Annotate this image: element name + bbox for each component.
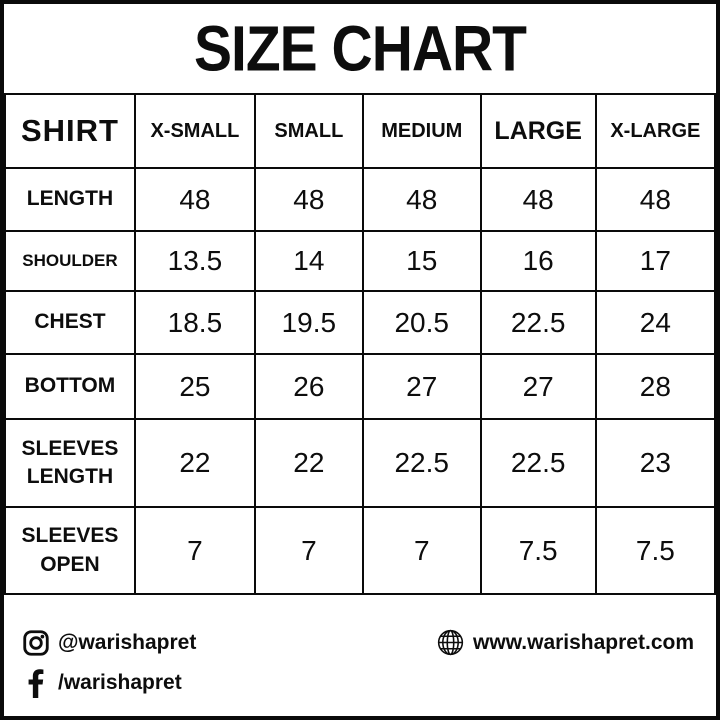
instagram-handle: @warishapret — [22, 629, 196, 656]
measurement-row: LENGTH 48 48 48 48 48 — [4, 167, 717, 232]
table-body: LENGTH 48 48 48 48 48 SHOULDER 13.5 14 15 16 17 CHES… — [4, 167, 717, 595]
measurement-row: BOTTOM 25 26 27 27 28 — [4, 353, 717, 420]
size-value-cell: 22 — [133, 418, 256, 508]
size-value-cell: 7 — [133, 506, 256, 595]
size-value-cell: 22.5 — [361, 418, 482, 508]
size-value-cell: 28 — [594, 353, 717, 420]
size-value-cell: 19.5 — [253, 290, 364, 355]
size-value-cell: 13.5 — [133, 230, 256, 292]
size-value-cell: 48 — [361, 167, 482, 232]
size-value-cell: 25 — [133, 353, 256, 420]
size-value-cell: 48 — [253, 167, 364, 232]
size-value-cell: 27 — [479, 353, 597, 420]
size-value-cell: 14 — [253, 230, 364, 292]
size-value-cell: 27 — [361, 353, 482, 420]
measurement-row: SLEEVES LENGTH 22 22 22.5 22.5 23 — [4, 418, 717, 508]
size-value-cell: 23 — [594, 418, 717, 508]
corner-header-cell: SHIRT — [4, 93, 136, 169]
row-label: SHOULDER — [4, 230, 136, 292]
title-bar: SIZE CHART — [4, 4, 716, 93]
size-value-cell: 22 — [253, 418, 364, 508]
size-value-cell: 7 — [253, 506, 364, 595]
facebook-handle: /warishapret — [22, 668, 182, 698]
size-value-cell: 16 — [479, 230, 597, 292]
footer-row-top: @warishapret www.warishapret.com — [22, 629, 694, 656]
facebook-handle-text: /warishapret — [58, 670, 182, 694]
size-value-cell: 22.5 — [479, 418, 597, 508]
size-value-cell: 26 — [253, 353, 364, 420]
row-label: SLEEVES OPEN — [4, 506, 136, 595]
table-header-row: SHIRT X-SMALL SMALL MEDIUM LARGE X-LARGE — [4, 93, 717, 169]
measurement-row: CHEST 18.5 19.5 20.5 22.5 24 — [4, 290, 717, 355]
size-value-cell: 7.5 — [479, 506, 597, 595]
size-value-cell: 22.5 — [479, 290, 597, 355]
page-title: SIZE CHART — [194, 12, 527, 85]
row-label: BOTTOM — [4, 353, 136, 420]
instagram-handle-text: @warishapret — [58, 630, 197, 654]
size-value-cell: 48 — [133, 167, 256, 232]
size-column-header: X-SMALL — [133, 93, 256, 169]
website-link: www.warishapret.com — [437, 629, 694, 656]
footer: @warishapret www.warishapret.com — [4, 595, 716, 716]
size-value-cell: 20.5 — [361, 290, 482, 355]
size-value-cell: 24 — [594, 290, 717, 355]
size-value-cell: 18.5 — [133, 290, 256, 355]
size-value-cell: 7 — [361, 506, 482, 595]
facebook-icon — [22, 668, 49, 698]
measurement-row: SHOULDER 13.5 14 15 16 17 — [4, 230, 717, 292]
size-value-cell: 48 — [594, 167, 717, 232]
measurement-row: SLEEVES OPEN 7 7 7 7.5 7.5 — [4, 506, 717, 595]
website-url: www.warishapret.com — [473, 630, 694, 654]
row-label: SLEEVES LENGTH — [4, 418, 136, 508]
row-label: CHEST — [4, 290, 136, 355]
size-column-header: MEDIUM — [361, 93, 482, 169]
footer-row-bottom: /warishapret — [22, 668, 694, 698]
size-table: SHIRT X-SMALL SMALL MEDIUM LARGE X-LARGE LENG… — [4, 93, 717, 595]
size-column-header: X-LARGE — [594, 93, 717, 169]
size-column-header: LARGE — [479, 93, 597, 169]
size-value-cell: 48 — [479, 167, 597, 232]
row-label: LENGTH — [4, 167, 136, 232]
size-value-cell: 17 — [594, 230, 717, 292]
instagram-icon — [22, 629, 49, 656]
size-value-cell: 7.5 — [594, 506, 717, 595]
size-value-cell: 15 — [361, 230, 482, 292]
size-column-header: SMALL — [253, 93, 364, 169]
globe-icon — [437, 629, 464, 656]
